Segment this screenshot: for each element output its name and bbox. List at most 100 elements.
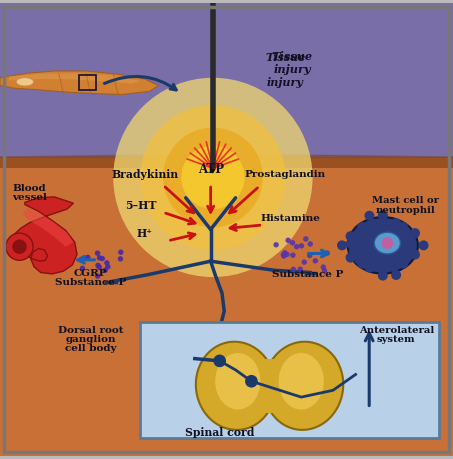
Text: ATP: ATP	[198, 163, 225, 176]
Text: Spinal cord: Spinal cord	[185, 427, 255, 438]
Circle shape	[97, 255, 102, 261]
Circle shape	[245, 375, 258, 387]
Circle shape	[113, 78, 313, 277]
Circle shape	[322, 268, 327, 274]
Circle shape	[213, 354, 226, 367]
Text: Blood: Blood	[13, 184, 46, 193]
Text: system: system	[377, 335, 416, 344]
Circle shape	[102, 268, 108, 273]
Circle shape	[357, 259, 367, 269]
Circle shape	[118, 256, 123, 262]
Circle shape	[85, 255, 91, 260]
Circle shape	[181, 146, 245, 209]
Text: H⁺: H⁺	[137, 228, 153, 239]
Text: 5–HT: 5–HT	[125, 200, 156, 211]
Circle shape	[391, 270, 401, 280]
Circle shape	[96, 264, 102, 270]
Circle shape	[291, 267, 296, 272]
Circle shape	[346, 252, 356, 263]
Text: injury: injury	[267, 77, 304, 88]
Circle shape	[6, 233, 33, 260]
Circle shape	[398, 222, 408, 232]
Circle shape	[80, 266, 85, 271]
Circle shape	[95, 263, 101, 268]
Ellipse shape	[16, 78, 34, 86]
Ellipse shape	[374, 232, 400, 254]
Circle shape	[12, 240, 27, 254]
Text: injury: injury	[273, 64, 311, 75]
Polygon shape	[11, 197, 77, 274]
Circle shape	[285, 238, 291, 243]
Circle shape	[308, 241, 313, 246]
Circle shape	[82, 256, 87, 261]
Circle shape	[140, 105, 285, 250]
Polygon shape	[0, 3, 453, 159]
Text: CGRP: CGRP	[74, 269, 107, 278]
Circle shape	[410, 228, 420, 238]
Circle shape	[365, 211, 375, 221]
Text: Tissue: Tissue	[272, 50, 313, 62]
Circle shape	[419, 241, 429, 250]
Circle shape	[118, 250, 124, 255]
Circle shape	[294, 244, 299, 249]
Circle shape	[359, 249, 366, 257]
Circle shape	[95, 274, 101, 279]
Circle shape	[282, 250, 288, 256]
Circle shape	[307, 253, 313, 258]
Text: Substance P: Substance P	[55, 278, 126, 287]
Polygon shape	[210, 168, 216, 174]
Circle shape	[346, 231, 356, 241]
Text: Anterolateral: Anterolateral	[359, 325, 434, 335]
Text: Mast cell or: Mast cell or	[372, 196, 439, 205]
Text: neutrophil: neutrophil	[376, 206, 435, 214]
Bar	[79, 75, 96, 90]
Polygon shape	[0, 71, 159, 95]
Circle shape	[100, 256, 105, 261]
Circle shape	[170, 395, 188, 413]
Circle shape	[298, 266, 303, 272]
Polygon shape	[0, 3, 453, 456]
Ellipse shape	[215, 353, 260, 409]
Circle shape	[163, 128, 263, 227]
Text: ganglion: ganglion	[65, 335, 116, 344]
Circle shape	[365, 263, 375, 273]
Circle shape	[299, 243, 304, 248]
Circle shape	[410, 250, 420, 260]
Polygon shape	[23, 208, 73, 247]
Circle shape	[105, 264, 111, 269]
Ellipse shape	[264, 341, 343, 430]
Text: Prostaglandin: Prostaglandin	[245, 170, 326, 179]
Circle shape	[302, 259, 307, 265]
Circle shape	[324, 250, 330, 256]
Text: Histamine: Histamine	[260, 214, 320, 223]
Circle shape	[274, 242, 279, 247]
Text: Tissue: Tissue	[265, 52, 305, 63]
Ellipse shape	[196, 341, 275, 430]
Circle shape	[337, 241, 347, 250]
Circle shape	[290, 240, 295, 246]
Bar	[256, 358, 283, 413]
Text: Dorsal root: Dorsal root	[58, 325, 123, 335]
Circle shape	[281, 252, 286, 257]
Circle shape	[398, 259, 408, 269]
FancyBboxPatch shape	[140, 322, 439, 438]
Ellipse shape	[347, 217, 418, 274]
Polygon shape	[0, 157, 453, 168]
Circle shape	[378, 271, 388, 280]
Circle shape	[104, 260, 110, 266]
Text: vessel: vessel	[12, 193, 47, 202]
Text: Bradykinin: Bradykinin	[111, 169, 178, 180]
Circle shape	[95, 251, 100, 256]
Circle shape	[321, 264, 326, 270]
Text: Substance P: Substance P	[272, 270, 344, 279]
Circle shape	[378, 210, 388, 220]
Circle shape	[357, 222, 367, 232]
Circle shape	[281, 253, 287, 259]
Ellipse shape	[279, 353, 324, 409]
Circle shape	[303, 236, 308, 241]
Circle shape	[313, 258, 318, 263]
Text: cell body: cell body	[65, 344, 116, 353]
Circle shape	[284, 252, 290, 257]
Polygon shape	[9, 73, 140, 84]
Circle shape	[354, 257, 361, 264]
